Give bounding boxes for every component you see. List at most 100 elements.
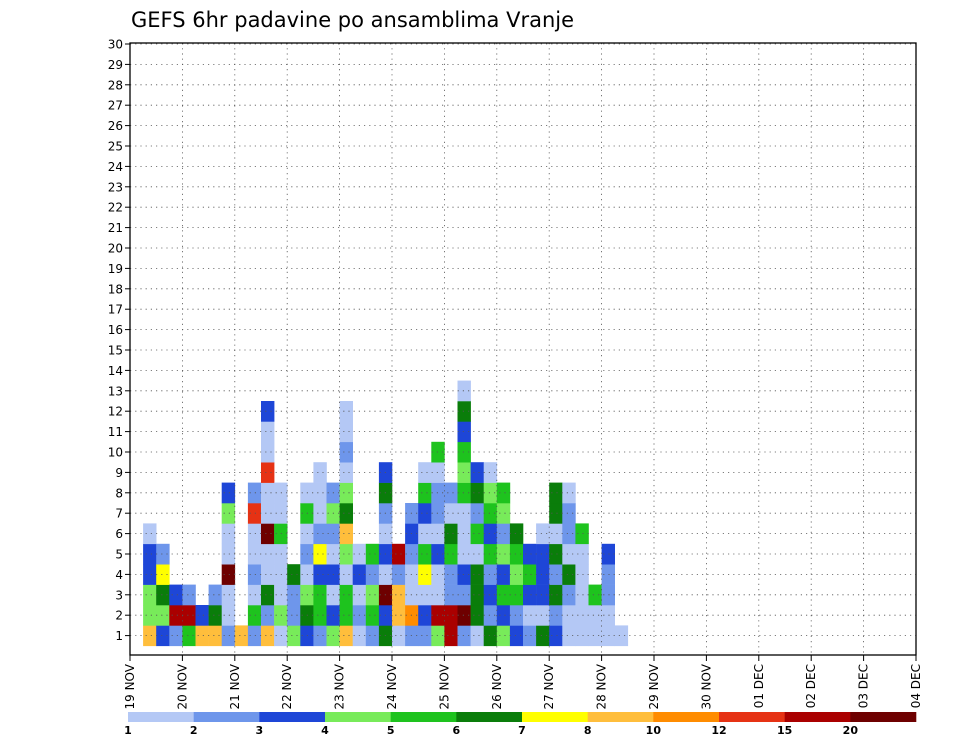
heatmap-cell bbox=[247, 625, 262, 647]
heatmap-cell bbox=[536, 625, 550, 647]
heatmap-cell bbox=[365, 564, 380, 585]
heatmap-cell bbox=[365, 625, 380, 647]
heatmap-cell bbox=[156, 605, 170, 626]
heatmap-cell bbox=[588, 584, 602, 606]
y-tick-label: 18 bbox=[108, 282, 123, 296]
heatmap-cell bbox=[483, 462, 498, 483]
heatmap-cell bbox=[392, 584, 406, 606]
heatmap-cell bbox=[261, 462, 275, 483]
y-tick-label: 14 bbox=[108, 364, 123, 378]
heatmap-cell bbox=[247, 503, 262, 524]
heatmap-cell bbox=[261, 441, 275, 463]
heatmap-cell bbox=[588, 605, 602, 626]
heatmap-cell bbox=[536, 605, 550, 626]
heatmap-cell bbox=[470, 605, 484, 626]
heatmap-cell bbox=[339, 523, 353, 545]
y-tick-label: 29 bbox=[108, 58, 123, 72]
heatmap-cell bbox=[182, 625, 196, 647]
heatmap-cell bbox=[562, 625, 576, 647]
heatmap-cell bbox=[221, 584, 236, 606]
heatmap-cell bbox=[156, 584, 170, 606]
heatmap-cell bbox=[287, 564, 301, 585]
colorbar-label: 5 bbox=[387, 724, 395, 737]
y-tick-label: 21 bbox=[108, 221, 123, 235]
x-tick-label: 26 NOV bbox=[490, 663, 504, 709]
heatmap-cell bbox=[221, 605, 236, 626]
heatmap-cell bbox=[143, 564, 157, 585]
heatmap-cell bbox=[287, 584, 301, 606]
heatmap-cell bbox=[261, 482, 275, 504]
colorbar-segment bbox=[390, 712, 457, 722]
heatmap-cell bbox=[339, 401, 353, 422]
heatmap-cell bbox=[549, 543, 563, 565]
x-tick-label: 24 NOV bbox=[385, 663, 399, 709]
heatmap-cell bbox=[562, 564, 576, 585]
y-tick-label: 9 bbox=[115, 466, 123, 480]
heatmap-cell bbox=[221, 625, 236, 647]
heatmap-cell bbox=[221, 482, 236, 504]
heatmap-cell bbox=[418, 462, 432, 483]
heatmap-cell bbox=[221, 543, 236, 565]
heatmap-cell bbox=[339, 564, 353, 585]
y-tick-label: 8 bbox=[115, 486, 123, 500]
heatmap-cell bbox=[509, 584, 524, 606]
heatmap-cell bbox=[169, 625, 183, 647]
heatmap-cell bbox=[496, 482, 511, 504]
colorbar-label: 12 bbox=[711, 724, 726, 737]
colorbar-label: 10 bbox=[646, 724, 662, 737]
y-tick-label: 24 bbox=[108, 160, 123, 174]
colorbar-label: 6 bbox=[453, 724, 461, 737]
heatmap-cell bbox=[392, 625, 406, 647]
heatmap-cell bbox=[470, 482, 484, 504]
heatmap-cell bbox=[562, 503, 576, 524]
y-tick-label: 15 bbox=[108, 344, 123, 358]
heatmap-cell bbox=[182, 584, 196, 606]
heatmap-cell bbox=[339, 482, 353, 504]
heatmap-cell bbox=[457, 503, 471, 524]
heatmap-cell bbox=[143, 523, 157, 545]
heatmap-cell bbox=[562, 543, 576, 565]
colorbar-segment bbox=[193, 712, 260, 722]
x-tick-label: 30 NOV bbox=[699, 663, 713, 709]
heatmap-cell bbox=[444, 564, 458, 585]
heatmap-cell bbox=[247, 543, 262, 565]
y-tick-label: 30 bbox=[108, 38, 123, 52]
heatmap-cell bbox=[261, 401, 275, 422]
y-tick-label: 11 bbox=[108, 425, 123, 439]
heatmap-cell bbox=[287, 605, 301, 626]
heatmap-cell bbox=[208, 605, 222, 626]
heatmap-cell bbox=[457, 482, 471, 504]
heatmap-cell bbox=[470, 523, 484, 545]
heatmap-cell bbox=[418, 605, 432, 626]
heatmap-cell bbox=[457, 441, 471, 463]
heatmap-cell bbox=[549, 584, 563, 606]
heatmap-cell bbox=[339, 503, 353, 524]
heatmap-cell bbox=[575, 564, 589, 585]
heatmap-cell bbox=[392, 543, 406, 565]
heatmap-cell bbox=[156, 543, 170, 565]
heatmap-cell bbox=[562, 523, 576, 545]
heatmap-cell bbox=[261, 584, 275, 606]
y-tick-label: 26 bbox=[108, 119, 123, 133]
colorbar-segment bbox=[719, 712, 785, 722]
x-tick-label: 29 NOV bbox=[647, 663, 661, 709]
heatmap-cell bbox=[523, 543, 537, 565]
heatmap-cell bbox=[313, 564, 327, 585]
x-tick-label: 03 DEC bbox=[857, 664, 871, 708]
heatmap-cell bbox=[143, 625, 157, 647]
colorbar-legend: 1 2 3 4 5 6 7 8 10 12 15 20 bbox=[124, 712, 917, 737]
heatmap-cell bbox=[614, 625, 629, 647]
heatmap-cell bbox=[169, 584, 183, 606]
heatmap-cell bbox=[365, 605, 380, 626]
heatmap-cell bbox=[313, 482, 327, 504]
heatmap-cell bbox=[208, 625, 222, 647]
heatmap-cell bbox=[457, 584, 471, 606]
heatmap-cell bbox=[470, 564, 484, 585]
x-tick-label: 22 NOV bbox=[280, 663, 294, 709]
colorbar-label: 7 bbox=[518, 724, 526, 737]
heatmap-cell bbox=[483, 625, 498, 647]
heatmap-cell bbox=[509, 605, 524, 626]
heatmap-cell bbox=[247, 584, 262, 606]
heatmap-cell bbox=[496, 584, 511, 606]
heatmap-cell bbox=[470, 543, 484, 565]
